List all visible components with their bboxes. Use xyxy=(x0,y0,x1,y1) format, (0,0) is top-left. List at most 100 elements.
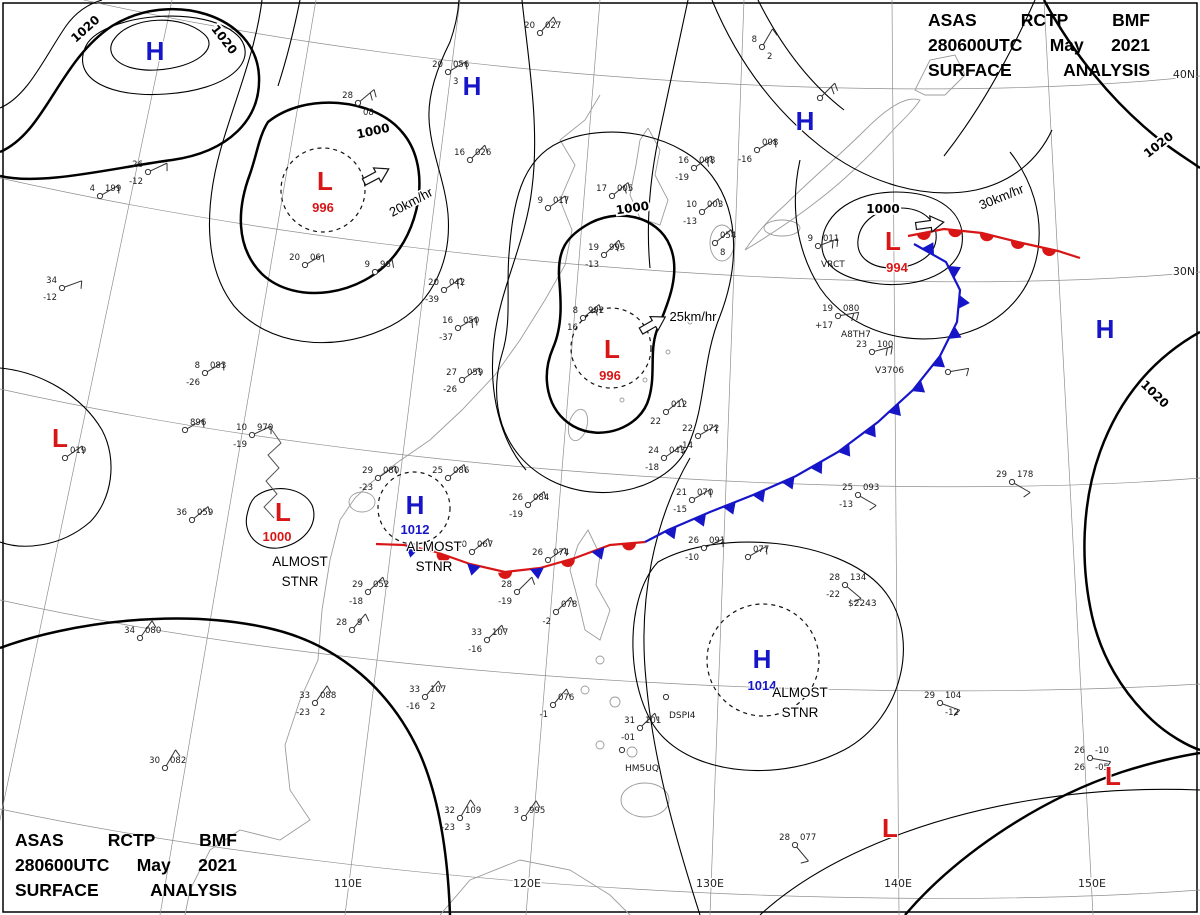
wind-barb-feather xyxy=(478,367,482,376)
station-plot: 9 017 xyxy=(538,195,569,212)
wind-barb-feather xyxy=(80,280,83,289)
station-circle xyxy=(753,146,761,154)
station-change: -16 xyxy=(468,645,482,655)
station-plot: 25 086 xyxy=(432,464,469,482)
station-plot: DSPI4 xyxy=(662,693,696,721)
station-temp: 30 xyxy=(149,756,160,766)
cold-front-triangle xyxy=(863,424,876,438)
station-temp: 25 xyxy=(842,483,853,493)
station-temp: 28 xyxy=(779,833,790,843)
station-plot: 4 199 xyxy=(90,184,121,200)
cold-front-triangle xyxy=(722,501,736,515)
wind-barb-shaft xyxy=(193,506,209,519)
station-plot: 28 134 -22 $2243 xyxy=(826,573,877,609)
station-circle xyxy=(248,431,256,439)
station-plot: 019 xyxy=(61,445,86,462)
cold-front-triangle xyxy=(921,242,935,256)
station-change: -14 xyxy=(679,441,693,451)
station-plot: 33 107 -16 2 xyxy=(406,680,446,712)
station-circle xyxy=(201,369,209,377)
cold-front-triangle xyxy=(948,326,962,339)
station-plot: 29 052 -18 xyxy=(349,576,389,607)
station-circle xyxy=(936,699,944,707)
wind-barb-shaft xyxy=(821,82,836,97)
station-circle xyxy=(444,474,452,482)
wind-barb-feather xyxy=(438,680,443,689)
station-circle xyxy=(1008,478,1016,486)
wind-barb-feather xyxy=(614,243,619,252)
wind-barb-shaft xyxy=(667,398,683,411)
station-plot: 10 970 -19 xyxy=(233,423,273,450)
high-pressure-system: H xyxy=(795,105,816,137)
isobar xyxy=(110,19,210,71)
wind-barb-shaft xyxy=(187,419,204,430)
station-plot: 17 005 xyxy=(596,182,633,200)
station-plot: 82 xyxy=(752,28,778,62)
wind-barb-shaft xyxy=(1014,482,1031,493)
wind-barb-shaft xyxy=(557,596,572,611)
station-plot: 078 -2 xyxy=(543,596,577,627)
warm-front-semicircle xyxy=(948,229,963,238)
station-pressure: 027 xyxy=(545,21,561,31)
station-change: -37 xyxy=(439,333,453,343)
station-temp: 22 xyxy=(682,424,693,434)
wind-barb-feather xyxy=(654,712,659,721)
pressure-symbol: H xyxy=(1096,314,1115,344)
wind-barb-shaft xyxy=(759,139,776,150)
station-pressure: 082 xyxy=(170,756,186,766)
wind-barb-feather xyxy=(570,596,575,605)
wind-barb-feather xyxy=(543,491,547,500)
station-pressure: 109 xyxy=(465,806,481,816)
station-temp: 3 xyxy=(514,806,519,816)
station-plot: 16 026 xyxy=(454,144,491,164)
wind-barb-shaft xyxy=(700,425,717,436)
movement-annotation: 30km/hr xyxy=(914,179,1028,233)
station-change: -13 xyxy=(839,500,853,510)
station-aux: 3 xyxy=(465,823,470,833)
station-pressure: 896 xyxy=(190,418,206,428)
station-circle xyxy=(181,426,189,434)
wind-barb-feather xyxy=(853,598,862,603)
isobar xyxy=(82,15,246,96)
station-change: -23 xyxy=(296,708,310,718)
high-pressure-system: H 1014 xyxy=(706,603,820,717)
movement-arrow-icon xyxy=(914,215,945,233)
movement-speed-label: 25km/hr xyxy=(670,309,718,324)
isobar xyxy=(632,541,904,771)
warm-front-semicircle xyxy=(561,558,575,568)
station-circle xyxy=(618,746,626,754)
station-change: -15 xyxy=(673,505,687,515)
isobar-1020 xyxy=(1083,330,1200,752)
station-circle xyxy=(188,516,196,524)
wind-barb-shaft xyxy=(473,538,489,551)
station-pressure: 104 xyxy=(945,691,961,701)
isobar xyxy=(647,0,689,269)
station-plot: 19 080 +17 A8TH7 xyxy=(815,304,871,340)
low-pressure-system: L 996 xyxy=(570,307,652,389)
wind-barb-feather xyxy=(717,198,721,207)
isobar-value-label: 1000 xyxy=(355,121,391,142)
station-plot: 16 008 -19 xyxy=(675,155,715,183)
station-temp: 4 xyxy=(90,184,95,194)
map-geometry: STNR xyxy=(782,705,819,720)
station-circle xyxy=(466,156,474,164)
station-change: -39 xyxy=(425,295,439,305)
wind-barb-feather xyxy=(222,362,225,371)
station-pressure: 995 xyxy=(609,243,625,253)
isobar xyxy=(0,0,103,109)
station-temp: 8 xyxy=(195,361,200,371)
wind-barb-feather xyxy=(535,800,541,808)
station-aux: 2 xyxy=(430,702,435,712)
station-circle xyxy=(311,699,319,707)
station-pressure: 078 xyxy=(561,600,577,610)
issue-time: 280600UTC May 2021 xyxy=(928,35,1150,55)
station-circle xyxy=(544,556,552,564)
coastline-shikoku xyxy=(763,219,801,237)
station-plot: 9 96 xyxy=(365,259,395,276)
station-change: -2 xyxy=(543,617,551,627)
station-plot: 012 22 xyxy=(650,398,687,427)
pressure-symbol: L xyxy=(275,497,291,527)
isobar xyxy=(277,0,301,87)
wind-barb-shaft xyxy=(64,280,82,288)
